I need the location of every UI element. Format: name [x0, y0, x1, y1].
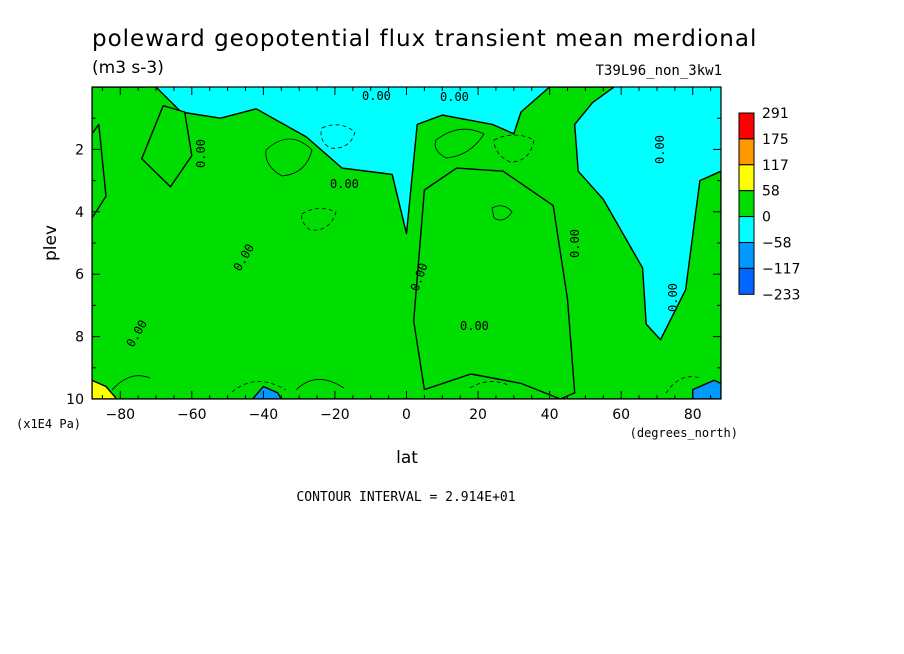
x-tick-label: −60	[177, 407, 207, 423]
y-tick-label: 6	[75, 267, 84, 283]
y-tick-label: 10	[66, 392, 84, 408]
neg-contour	[301, 208, 337, 231]
colorbar-swatch	[738, 112, 755, 140]
pos-contour	[111, 375, 151, 391]
colorbar-label: 0	[762, 210, 771, 226]
colorbar: 291 175 117 58 0 −58 −117 −233	[738, 106, 800, 303]
colorbar-label: −117	[762, 261, 800, 277]
x-tick-label: 40	[541, 407, 559, 423]
colorbar-label: 58	[762, 184, 780, 200]
colorbar-swatch	[738, 267, 755, 295]
pos-contour	[265, 138, 313, 177]
plot-area	[92, 87, 721, 399]
x-tick-label: −80	[105, 407, 135, 423]
x-axis-units: (degrees_north)	[630, 426, 738, 440]
colorbar-swatch	[738, 138, 755, 166]
contour-region	[141, 105, 193, 188]
x-tick-label: −20	[320, 407, 350, 423]
chart-title: poleward geopotential flux transient mea…	[92, 26, 757, 52]
contour-label: 0.00	[653, 135, 667, 164]
pos-contour	[295, 379, 345, 391]
colorbar-swatch	[738, 216, 755, 244]
x-tick-label: 80	[684, 407, 702, 423]
x-tick-label: 60	[612, 407, 630, 423]
contour-interval-note: CONTOUR INTERVAL = 2.914E+01	[296, 490, 515, 505]
x-tick-label: −40	[249, 407, 279, 423]
x-tick-label: 20	[469, 407, 487, 423]
x-axis-label: lat	[396, 448, 418, 468]
run-id: T39L96_non_3kw1	[596, 63, 722, 79]
colorbar-swatch	[738, 164, 755, 192]
pos-contour	[491, 205, 513, 221]
colorbar-label: 175	[762, 132, 789, 148]
y-axis-units: (x1E4 Pa)	[16, 417, 81, 431]
colorbar-label: −58	[762, 236, 792, 252]
x-axis: −80 −60 −40 −20 0 20 40 60 80	[101, 87, 712, 423]
neg-contour	[493, 134, 535, 163]
contour-region	[92, 379, 118, 399]
positive-contours	[111, 128, 513, 391]
neg-contour	[469, 381, 511, 389]
contour-label: 0.00	[362, 89, 391, 103]
contour-region	[251, 385, 282, 399]
y-tick-label: 4	[75, 205, 84, 221]
chart-units: (m3 s-3)	[92, 58, 164, 78]
pos-contour	[434, 128, 485, 159]
y-tick-label: 2	[75, 142, 84, 158]
colorbar-label: 117	[762, 158, 789, 174]
contour-label: 0.00	[194, 139, 208, 168]
y-tick-label: 8	[75, 330, 84, 346]
y-axis: 2 4 6 8 10	[66, 117, 721, 408]
negative-contours	[231, 124, 701, 394]
colorbar-label: −233	[762, 287, 800, 303]
colorbar-swatch	[738, 190, 755, 218]
contour-region	[92, 123, 107, 219]
neg-contour	[320, 124, 356, 149]
contour-label: 0.00	[440, 90, 469, 104]
neg-contour	[231, 381, 287, 393]
contour-label: 0.00	[568, 229, 582, 258]
y-axis-label: plev	[41, 225, 61, 261]
neg-contour	[665, 376, 701, 394]
contour-label: 0.00	[666, 283, 680, 312]
colorbar-swatch	[738, 242, 755, 269]
colorbar-label: 291	[762, 106, 789, 122]
x-tick-label: 0	[402, 407, 411, 423]
contour-label: 0.00	[330, 177, 359, 191]
contour-label: 0.00	[460, 319, 489, 333]
